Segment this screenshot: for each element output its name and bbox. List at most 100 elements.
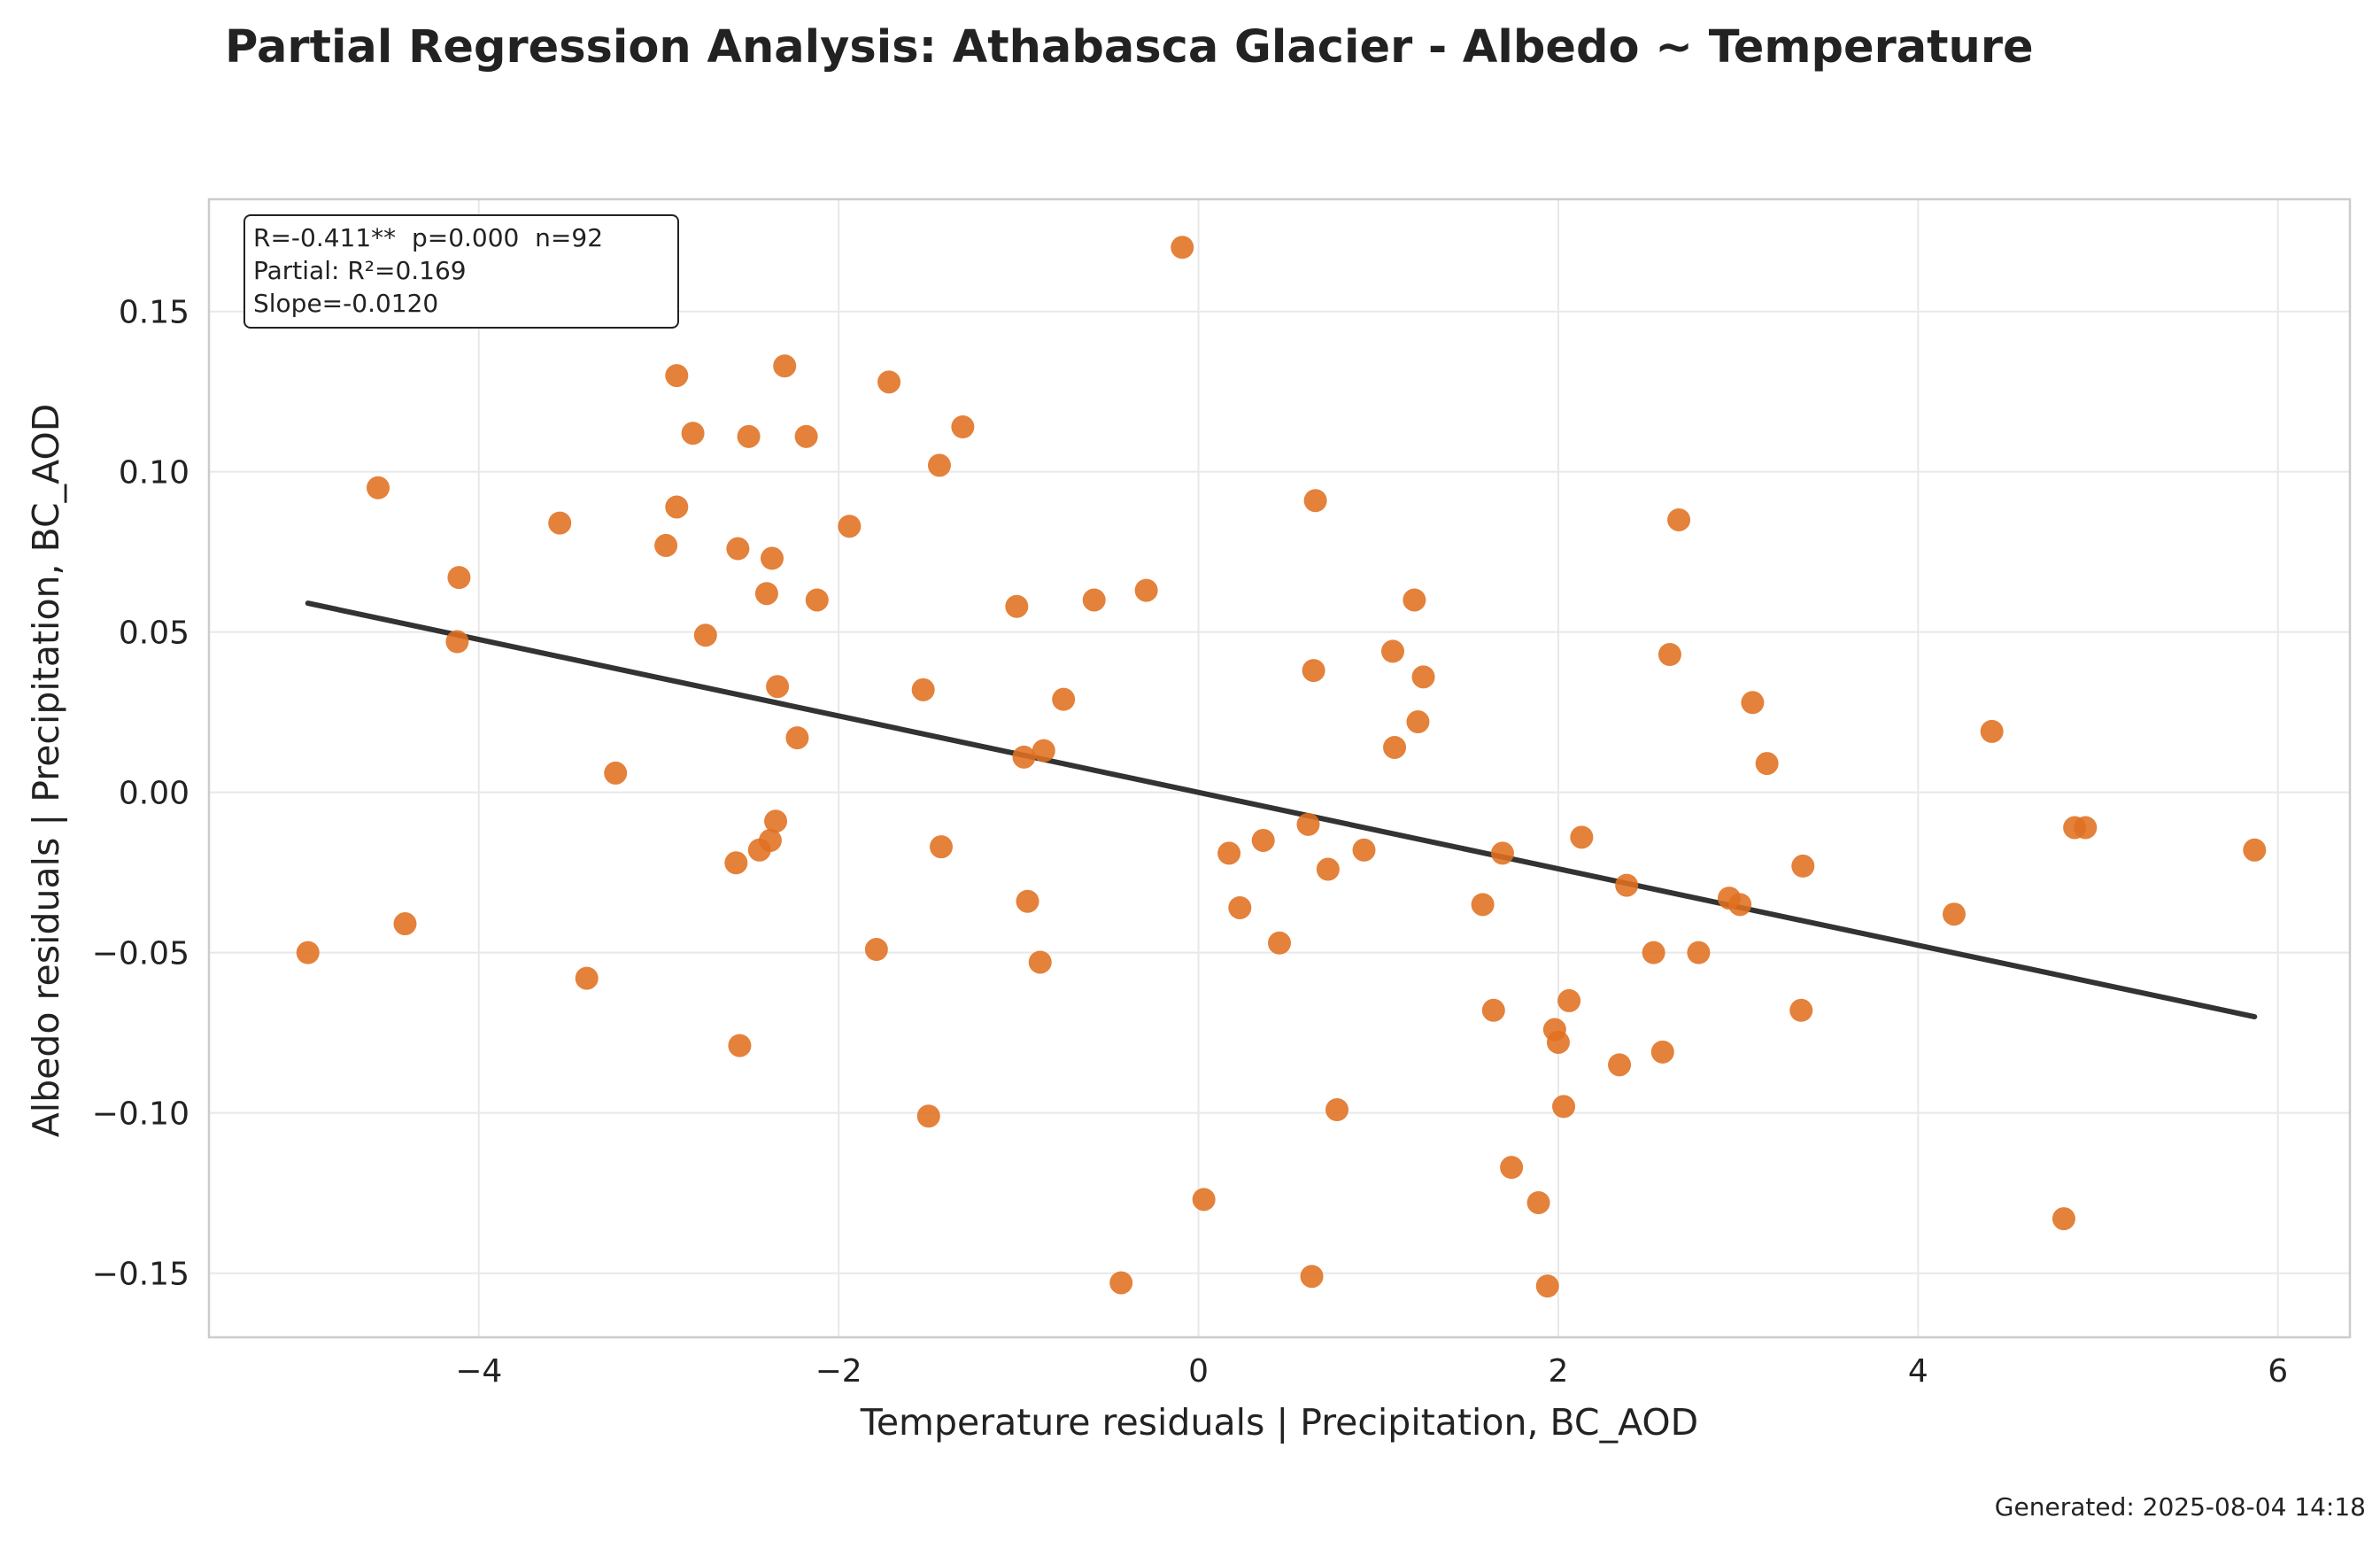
data-point [296,941,320,964]
data-point [1526,1190,1550,1214]
regression-layer [305,600,2258,1020]
data-point [773,354,797,378]
data-point [728,1034,752,1057]
data-point [548,511,572,535]
data-point [838,515,862,538]
data-point [1171,236,1194,259]
data-point [724,851,748,875]
stats-box: R=-0.411** p=0.000 n=92 Partial: R²=0.16… [243,214,679,329]
data-point [1352,838,1376,862]
data-point [654,533,678,557]
data-point [754,582,778,606]
x-tick-label: −4 [455,1353,502,1390]
data-point [927,453,951,477]
data-point [1500,1156,1524,1180]
data-point [1546,1030,1570,1054]
data-point [1490,841,1514,865]
data-point [737,424,761,448]
data-point [1028,950,1052,974]
data-point [929,835,953,859]
data-point [1667,507,1691,531]
data-point [1741,691,1765,715]
data-points [296,236,2267,1298]
data-point [951,415,975,438]
data-point [766,675,790,699]
data-point [1302,659,1325,683]
y-tick-label: 0.05 [119,616,189,652]
generated-timestamp: Generated: 2025-08-04 14:18 [1995,1492,2366,1522]
y-tick-label: −0.10 [92,1096,189,1133]
data-point [1471,893,1495,917]
data-point [760,546,784,570]
data-point [1217,841,1241,865]
data-point [1192,1188,1216,1212]
data-point [911,678,935,701]
data-point [1406,710,1430,734]
data-point [681,422,705,445]
x-tick-label: 0 [1188,1353,1209,1390]
data-point [1980,719,2004,743]
data-point [1570,825,1594,849]
data-point [1658,643,1681,666]
data-point [1789,998,1813,1022]
data-point [794,424,818,448]
data-point [1325,1098,1349,1121]
stats-slope: Slope=-0.0120 [253,289,438,318]
data-point [367,476,390,499]
y-tick-label: 0.15 [119,295,189,331]
data-point [764,809,788,833]
data-point [1052,687,1076,711]
data-point [1016,889,1039,913]
data-point [726,537,750,561]
data-point [1535,1274,1559,1298]
data-point [1268,931,1291,955]
tick-labels: −4 −2 0 2 4 6 −0.15 −0.10 −0.05 0.00 0.05 0.10 0.15 [92,295,2289,1390]
data-point [1608,1053,1632,1077]
data-point [1728,893,1752,917]
stats-partial-r2: Partial: R²=0.169 [253,256,467,285]
data-point [758,828,782,852]
stats-correlation: R=-0.411** p=0.000 n=92 [253,223,603,252]
x-tick-label: 4 [1908,1353,1928,1390]
data-point [916,1104,940,1128]
data-point [1557,988,1581,1012]
data-point [1005,594,1029,618]
data-point [1316,857,1340,881]
data-point [877,370,901,394]
regression-line [305,600,2258,1020]
data-point [1411,665,1435,689]
data-point [864,938,888,962]
data-point [1012,745,1036,769]
data-point [2074,816,2098,840]
data-point [1032,739,1055,763]
data-point [785,726,809,750]
y-tick-label: 0.10 [119,455,189,492]
data-point [1481,998,1505,1022]
y-axis-label: Albedo residuals | Precipitation, BC_AOD [25,404,67,1138]
data-point [445,630,469,654]
data-point [805,588,829,612]
data-point [1383,735,1407,759]
data-point [1134,578,1158,602]
plot-area [207,197,2352,1339]
x-tick-label: −2 [815,1353,862,1390]
y-tick-label: −0.05 [92,936,189,972]
data-point [447,566,471,590]
data-point [1381,639,1405,663]
y-tick-label: −0.15 [92,1257,189,1293]
stats-box-frame [243,214,679,329]
data-point [1251,828,1275,852]
data-point [393,912,417,936]
data-point [1296,812,1320,836]
data-point [1552,1095,1576,1119]
x-tick-label: 2 [1548,1353,1568,1390]
data-point [1082,588,1106,612]
data-point [1755,752,1779,776]
data-point [1642,941,1665,964]
data-point [665,364,689,388]
data-point [1942,902,1966,926]
data-point [665,495,689,519]
data-point [2052,1207,2075,1231]
y-tick-label: 0.00 [119,776,189,812]
